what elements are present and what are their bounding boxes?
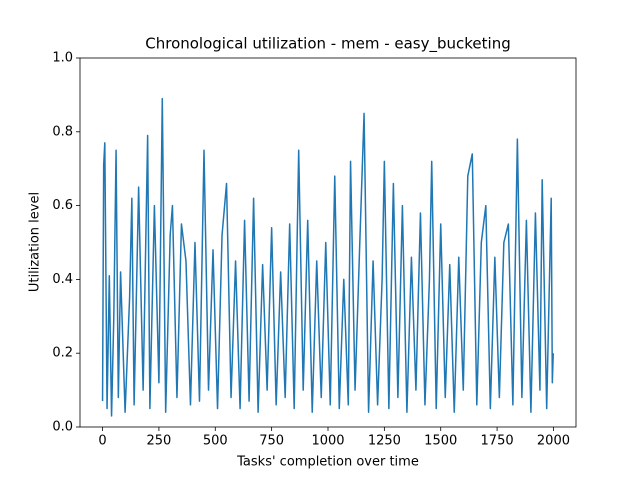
y-tick-label: 0.8 bbox=[52, 124, 73, 139]
y-tick-label: 0.6 bbox=[52, 198, 73, 213]
x-axis-label: Tasks' completion over time bbox=[236, 455, 419, 470]
y-tick-label: 0.2 bbox=[52, 346, 73, 361]
plot-frame bbox=[79, 57, 577, 428]
x-tick-label: 1000 bbox=[311, 434, 344, 449]
x-tick-label: 0 bbox=[98, 434, 106, 449]
y-tick-label: 0.4 bbox=[52, 272, 73, 287]
x-tick-label: 750 bbox=[259, 434, 284, 449]
x-tick-label: 500 bbox=[203, 434, 228, 449]
x-tick-label: 1250 bbox=[368, 434, 401, 449]
x-tick-label: 1500 bbox=[424, 434, 457, 449]
x-tick-label: 2000 bbox=[537, 434, 570, 449]
x-tick-label: 1750 bbox=[481, 434, 514, 449]
y-tick-label: 1.0 bbox=[52, 51, 73, 66]
y-tick-label: 0.0 bbox=[52, 420, 73, 435]
data-line bbox=[101, 97, 554, 417]
x-tick-label: 250 bbox=[146, 434, 171, 449]
y-axis-label: Utilization level bbox=[28, 192, 43, 292]
chart-title: Chronological utilization - mem - easy_b… bbox=[145, 35, 510, 54]
